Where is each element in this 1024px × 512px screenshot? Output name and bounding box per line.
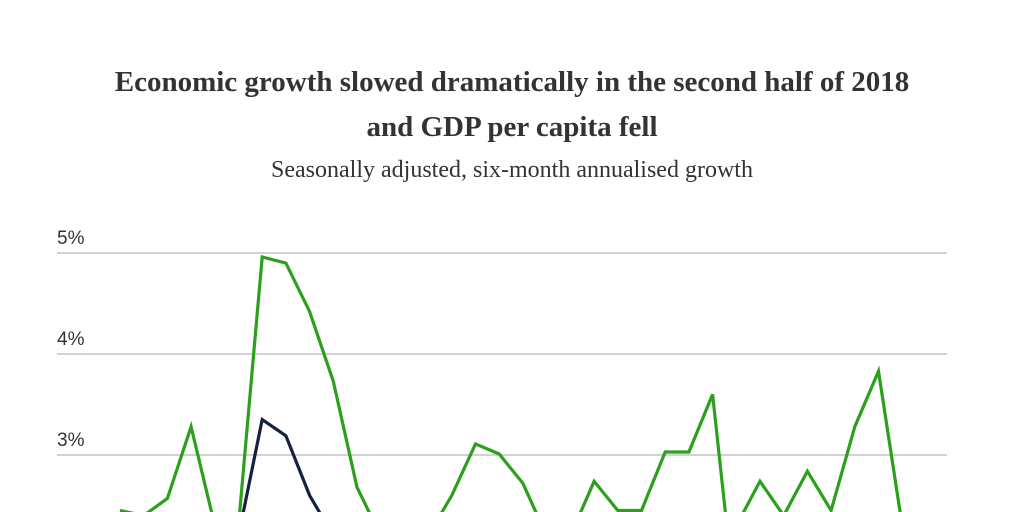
series-line-1: [241, 416, 322, 512]
chart-title-line-2: and GDP per capita fell: [366, 111, 658, 143]
series-line-0: [119, 254, 902, 512]
chart-title-line-1: Economic growth slowed dramatically in t…: [114, 66, 910, 98]
series-0: [119, 254, 902, 512]
series-1: [241, 416, 322, 512]
y-tick-label: 5%: [57, 228, 85, 249]
y-tick-label: 3%: [57, 430, 85, 451]
chart-subtitle: Seasonally adjusted, six-month annualise…: [271, 157, 753, 183]
y-tick-label: 4%: [57, 329, 85, 350]
